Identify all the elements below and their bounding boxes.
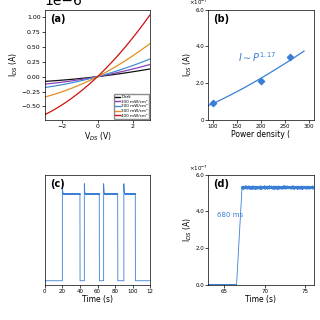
Dark [106, 74, 109, 77]
300 mW/cm² [106, 69, 109, 73]
400 mW/cm² [148, 13, 152, 17]
100 mW/cm² [93, 75, 97, 79]
100 mW/cm² [129, 68, 133, 71]
Line: 300 mW/cm²: 300 mW/cm² [45, 44, 150, 97]
Point [287, 55, 292, 60]
Text: (a): (a) [50, 14, 66, 24]
Line: Dark: Dark [45, 69, 150, 81]
300 mW/cm² [129, 55, 133, 59]
200 mW/cm² [93, 75, 97, 79]
100 mW/cm² [43, 82, 47, 86]
400 mW/cm² [106, 65, 109, 68]
300 mW/cm² [43, 95, 47, 99]
400 mW/cm² [93, 77, 97, 81]
300 mW/cm² [146, 44, 149, 47]
X-axis label: Time (s): Time (s) [245, 295, 276, 304]
Dark [43, 79, 47, 83]
Text: $\times10^{-7}$: $\times10^{-7}$ [189, 163, 208, 172]
200 mW/cm² [148, 57, 152, 61]
200 mW/cm² [106, 72, 109, 76]
Dark [129, 70, 133, 74]
100 mW/cm² [106, 73, 109, 76]
Y-axis label: I$_{DS}$ (A): I$_{DS}$ (A) [181, 217, 194, 242]
300 mW/cm² [93, 76, 97, 80]
100 mW/cm² [93, 75, 97, 79]
Text: (d): (d) [213, 179, 229, 189]
Line: 400 mW/cm²: 400 mW/cm² [45, 15, 150, 115]
Legend: Dark, 100 mW/cm², 200 mW/cm², 300 mW/cm², 400 mW/cm²: Dark, 100 mW/cm², 200 mW/cm², 300 mW/cm²… [114, 94, 149, 119]
X-axis label: V$_{DS}$ (V): V$_{DS}$ (V) [84, 130, 111, 143]
Text: (b): (b) [213, 14, 229, 24]
Dark [93, 75, 97, 79]
400 mW/cm² [93, 76, 97, 80]
Text: $I \sim P^{1.17}$: $I \sim P^{1.17}$ [238, 51, 276, 64]
400 mW/cm² [146, 16, 149, 20]
100 mW/cm² [148, 62, 152, 66]
Y-axis label: I$_{DS}$ (A): I$_{DS}$ (A) [181, 52, 194, 77]
Text: 680 ms: 680 ms [217, 212, 243, 218]
X-axis label: Power density (: Power density ( [231, 130, 291, 139]
400 mW/cm² [100, 70, 104, 74]
Text: (c): (c) [50, 179, 65, 189]
200 mW/cm² [43, 85, 47, 89]
Dark [148, 67, 152, 71]
200 mW/cm² [93, 76, 97, 79]
100 mW/cm² [100, 74, 104, 78]
Dark [93, 75, 97, 79]
200 mW/cm² [100, 74, 104, 77]
X-axis label: Time (s): Time (s) [82, 295, 113, 304]
300 mW/cm² [100, 73, 104, 76]
Line: 100 mW/cm²: 100 mW/cm² [45, 64, 150, 84]
Dark [146, 68, 149, 71]
300 mW/cm² [93, 76, 97, 80]
Y-axis label: I$_{DS}$ (A): I$_{DS}$ (A) [8, 52, 20, 77]
Point [258, 79, 263, 84]
Line: 200 mW/cm²: 200 mW/cm² [45, 59, 150, 87]
300 mW/cm² [148, 42, 152, 45]
200 mW/cm² [129, 64, 133, 68]
Point [211, 100, 216, 106]
Text: $\times10^{-7}$: $\times10^{-7}$ [189, 0, 208, 7]
Dark [100, 74, 104, 78]
200 mW/cm² [146, 58, 149, 62]
400 mW/cm² [43, 113, 47, 116]
100 mW/cm² [146, 63, 149, 67]
400 mW/cm² [129, 38, 133, 42]
